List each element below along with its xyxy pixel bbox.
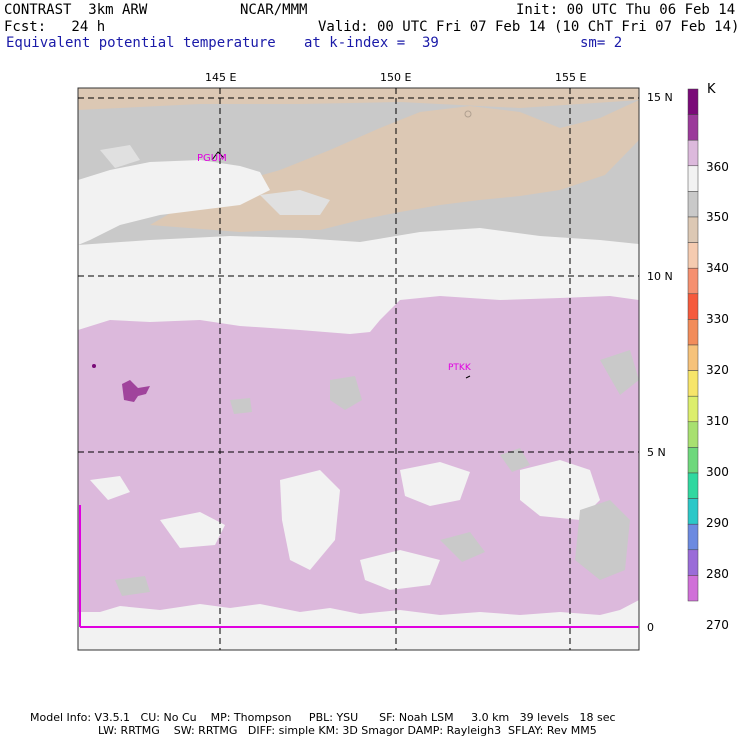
field-name: Equivalent potential temperature bbox=[6, 35, 276, 51]
legend-label: 360 bbox=[706, 160, 729, 174]
legend-label: 290 bbox=[706, 516, 729, 530]
center-label: NCAR/MMM bbox=[240, 2, 308, 18]
valid-time: Valid: 00 UTC Fri 07 Feb 14 (10 ChT Fri … bbox=[318, 19, 740, 35]
lon-label-145: 145 E bbox=[205, 71, 237, 84]
legend-label: 270 bbox=[706, 618, 729, 632]
legend-swatch bbox=[687, 498, 699, 525]
lat-label-5n: 5 N bbox=[647, 446, 666, 459]
lat-label-0: 0 bbox=[647, 621, 654, 634]
legend-label: 320 bbox=[706, 363, 729, 377]
legend-swatch bbox=[687, 395, 699, 423]
legend-swatch bbox=[687, 139, 699, 167]
map-frame bbox=[77, 87, 640, 651]
legend-swatch bbox=[687, 114, 699, 141]
lat-label-10n: 10 N bbox=[647, 270, 673, 283]
legend-label: 300 bbox=[706, 465, 729, 479]
legend-label: 280 bbox=[706, 567, 729, 581]
legend-swatch bbox=[687, 472, 699, 499]
legend-swatch bbox=[687, 549, 699, 576]
legend-swatch bbox=[687, 421, 699, 448]
legend-label: 340 bbox=[706, 261, 729, 275]
model-title: CONTRAST 3km ARW bbox=[4, 2, 148, 18]
level-label: at k-index = 39 bbox=[304, 35, 439, 51]
legend-swatch bbox=[687, 216, 699, 243]
forecast-hour: Fcst: 24 h bbox=[4, 19, 106, 35]
smoothing-label: sm= 2 bbox=[580, 35, 623, 51]
lon-label-150: 150 E bbox=[380, 71, 412, 84]
lat-label-15n: 15 N bbox=[647, 91, 673, 104]
legend-swatch bbox=[687, 319, 699, 346]
purple-blob bbox=[122, 380, 150, 402]
model-info-line1: Model Info: V3.5.1 CU: No Cu MP: Thompso… bbox=[30, 711, 616, 724]
legend-swatch bbox=[687, 523, 699, 551]
station-pgum: PGUM bbox=[197, 153, 227, 164]
legend-swatch bbox=[687, 370, 699, 397]
model-info-line2: LW: RRTMG SW: RRTMG DIFF: simple KM: 3D … bbox=[98, 724, 597, 737]
legend-unit: K bbox=[707, 82, 716, 97]
legend-label: 330 bbox=[706, 312, 729, 326]
legend-swatch bbox=[687, 165, 699, 192]
init-time: Init: 00 UTC Thu 06 Feb 14 bbox=[516, 2, 736, 18]
white-band bbox=[78, 160, 270, 245]
legend-label: 350 bbox=[706, 210, 729, 224]
legend-swatch bbox=[687, 242, 699, 269]
legend-label: 310 bbox=[706, 414, 729, 428]
lon-label-155: 155 E bbox=[555, 71, 587, 84]
station-ptkk: PTKK bbox=[448, 363, 472, 373]
legend-swatch bbox=[687, 575, 699, 602]
legend-swatch bbox=[687, 88, 699, 115]
legend-swatch bbox=[687, 191, 699, 218]
legend-swatch bbox=[687, 447, 699, 474]
tan-band-top bbox=[78, 88, 639, 110]
legend-swatch bbox=[687, 293, 699, 320]
legend-swatch bbox=[687, 267, 699, 295]
legend-swatch bbox=[687, 344, 699, 371]
